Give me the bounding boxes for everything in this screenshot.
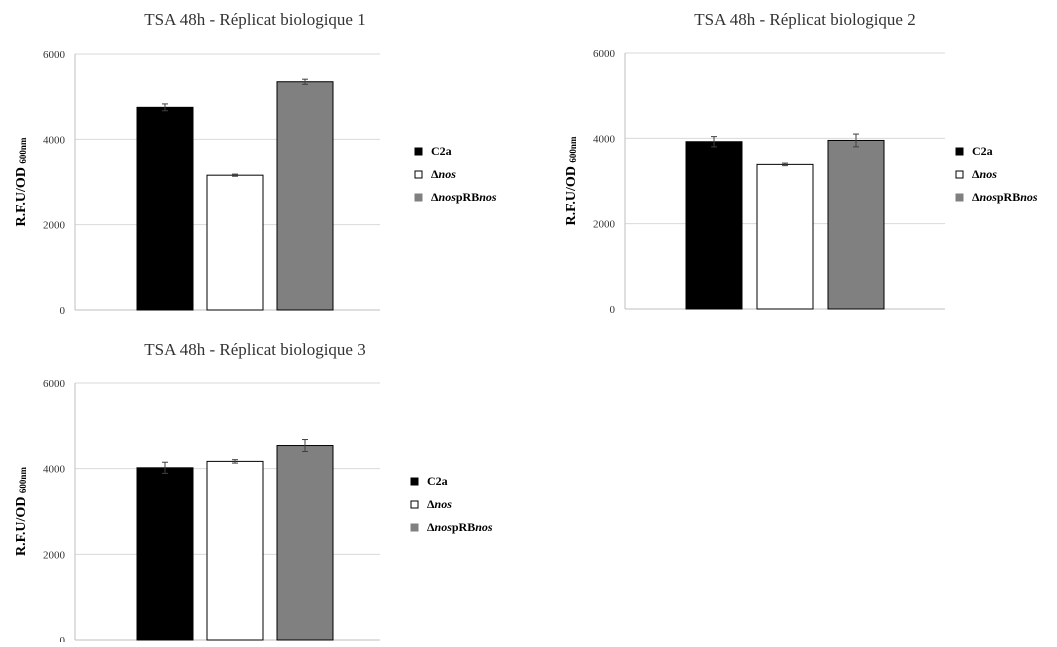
y-axis-label: R.F.U/OD 600nm [14, 467, 29, 556]
legend-swatch [410, 477, 419, 486]
legend-swatch [955, 170, 964, 179]
y-tick-label: 4000 [43, 134, 66, 146]
y-tick-label: 2000 [43, 549, 66, 561]
bar-2 [206, 174, 264, 311]
y-tick-label: 6000 [43, 49, 66, 61]
bar-1 [685, 141, 743, 310]
bar-3 [276, 445, 334, 641]
y-tick-label: 2000 [43, 220, 66, 232]
chart-title: TSA 48h - Réplicat biologique 2 [694, 10, 915, 29]
bar-1 [136, 106, 194, 311]
bar-chart-1: TSA 48h - Réplicat biologique 1 0 2000 4000… [14, 10, 497, 317]
legend-swatch [955, 147, 964, 156]
chart-title: TSA 48h - Réplicat biologique 3 [144, 340, 365, 359]
bar-2 [206, 460, 264, 641]
chart-panel-3: TSA 48h - Réplicat biologique 3 0 2000 4000… [0, 330, 530, 647]
legend-swatch [955, 193, 964, 202]
legend-label: Δnos [427, 497, 452, 511]
legend-label: ΔnospRBnos [431, 190, 497, 204]
legend-swatch [410, 523, 419, 532]
legend-label: C2a [431, 144, 452, 158]
bar-chart-3: TSA 48h - Réplicat biologique 3 0 2000 4000… [14, 340, 493, 647]
bar-3 [276, 81, 334, 311]
legend-swatch [410, 500, 419, 509]
y-tick-label: 0 [610, 304, 616, 316]
bar-1 [136, 467, 194, 641]
y-tick-label: 0 [60, 635, 66, 642]
legend-label: C2a [427, 474, 448, 488]
y-tick-label: 2000 [593, 219, 616, 231]
legend-label: ΔnospRBnos [972, 190, 1038, 204]
y-tick-label: 6000 [43, 378, 66, 390]
legend-label: Δnos [431, 167, 456, 181]
chart-panel-2: TSA 48h - Réplicat biologique 2 0 2000 4000… [550, 0, 1057, 330]
legend-label: ΔnospRBnos [427, 520, 493, 534]
legend-swatch [414, 147, 423, 156]
y-tick-label: 4000 [43, 464, 66, 476]
legend-label: C2a [972, 144, 993, 158]
chart-panel-1: TSA 48h - Réplicat biologique 1 0 2000 4000… [0, 0, 530, 330]
bar-chart-2: TSA 48h - Réplicat biologique 2 0 2000 4000… [564, 10, 1038, 316]
bar-3 [827, 139, 885, 310]
legend-label: Δnos [972, 167, 997, 181]
y-axis-label: R.F.U/OD 600nm [564, 136, 579, 225]
legend-swatch [414, 170, 423, 179]
bar-2 [756, 163, 814, 310]
y-tick-label: 6000 [593, 48, 616, 60]
legend-swatch [414, 193, 423, 202]
y-tick-label: 4000 [593, 133, 616, 145]
chart-title: TSA 48h - Réplicat biologique 1 [144, 10, 365, 29]
y-tick-label: 0 [60, 305, 66, 317]
y-axis-label: R.F.U/OD 600nm [14, 137, 29, 226]
